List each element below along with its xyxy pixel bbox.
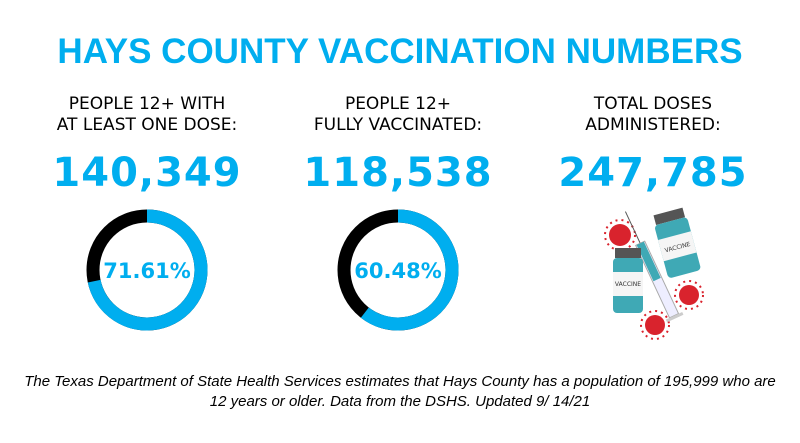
page-title: HAYS COUNTY VACCINATION NUMBERS (57, 32, 743, 71)
vial-icon: VACCINE (613, 248, 643, 313)
footnote: The Texas Department of State Health Ser… (24, 373, 776, 410)
stat-label: PEOPLE 12+ WITH AT LEAST ONE DOSE: (56, 94, 238, 135)
vial-label: VACCINE (615, 281, 641, 288)
donut-segment (86, 209, 208, 331)
stat-label: PEOPLE 12+ FULLY VACCINATED: (313, 94, 483, 135)
donut-percent-label: 71.61% (103, 259, 190, 283)
stat-fully-vaccinated: PEOPLE 12+ FULLY VACCINATED: 118,538 (278, 94, 518, 196)
virus-icon (640, 310, 670, 340)
donut-chart-fully-vaccinated: 60.48% (337, 209, 459, 331)
stat-value: 118,538 (303, 150, 493, 196)
stat-label: TOTAL DOSES ADMINISTERED: (585, 94, 721, 135)
vaccine-illustration: VACCINE VACCINE (604, 207, 704, 340)
donut-chart-one-dose: 71.61% (86, 209, 208, 331)
virus-icon (604, 219, 636, 251)
donut-percent-label: 60.48% (354, 259, 441, 283)
stat-value: 140,349 (52, 150, 242, 196)
virus-icon (674, 280, 704, 310)
stat-value: 247,785 (558, 150, 748, 196)
stat-at-least-one-dose: PEOPLE 12+ WITH AT LEAST ONE DOSE: 140,3… (27, 94, 267, 196)
stat-total-doses: TOTAL DOSES ADMINISTERED: 247,785 (533, 94, 773, 196)
donut-segment (337, 209, 459, 331)
syringe-icon (624, 211, 684, 323)
vial-icon: VACCINE (653, 207, 701, 278)
